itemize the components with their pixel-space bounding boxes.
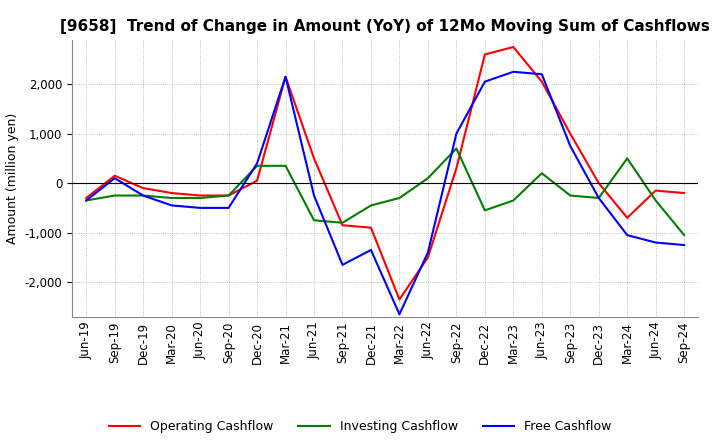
Free Cashflow bbox=[310, 193, 318, 198]
Operating Cashflow bbox=[423, 255, 432, 260]
Investing Cashflow bbox=[623, 156, 631, 161]
Investing Cashflow bbox=[566, 193, 575, 198]
Operating Cashflow bbox=[282, 74, 290, 79]
Investing Cashflow bbox=[537, 171, 546, 176]
Investing Cashflow bbox=[395, 195, 404, 201]
Free Cashflow bbox=[167, 203, 176, 208]
Operating Cashflow bbox=[480, 52, 489, 57]
Operating Cashflow bbox=[196, 193, 204, 198]
Y-axis label: Amount (million yen): Amount (million yen) bbox=[6, 113, 19, 244]
Free Cashflow bbox=[537, 72, 546, 77]
Free Cashflow bbox=[338, 262, 347, 268]
Free Cashflow bbox=[480, 79, 489, 84]
Free Cashflow bbox=[566, 143, 575, 149]
Investing Cashflow bbox=[366, 203, 375, 208]
Free Cashflow bbox=[282, 74, 290, 79]
Free Cashflow bbox=[225, 205, 233, 210]
Free Cashflow bbox=[139, 193, 148, 198]
Investing Cashflow bbox=[253, 163, 261, 169]
Investing Cashflow bbox=[338, 220, 347, 225]
Title: [9658]  Trend of Change in Amount (YoY) of 12Mo Moving Sum of Cashflows: [9658] Trend of Change in Amount (YoY) o… bbox=[60, 19, 710, 34]
Investing Cashflow bbox=[509, 198, 518, 203]
Investing Cashflow bbox=[595, 195, 603, 201]
Investing Cashflow bbox=[196, 195, 204, 201]
Free Cashflow bbox=[366, 247, 375, 253]
Investing Cashflow bbox=[110, 193, 119, 198]
Free Cashflow bbox=[623, 232, 631, 238]
Line: Free Cashflow: Free Cashflow bbox=[86, 72, 684, 314]
Operating Cashflow bbox=[537, 79, 546, 84]
Operating Cashflow bbox=[253, 178, 261, 183]
Investing Cashflow bbox=[652, 198, 660, 203]
Operating Cashflow bbox=[110, 173, 119, 178]
Operating Cashflow bbox=[566, 131, 575, 136]
Operating Cashflow bbox=[680, 191, 688, 196]
Free Cashflow bbox=[452, 131, 461, 136]
Line: Investing Cashflow: Investing Cashflow bbox=[86, 148, 684, 235]
Free Cashflow bbox=[253, 161, 261, 166]
Free Cashflow bbox=[110, 176, 119, 181]
Operating Cashflow bbox=[452, 165, 461, 171]
Line: Operating Cashflow: Operating Cashflow bbox=[86, 47, 684, 300]
Operating Cashflow bbox=[652, 188, 660, 193]
Operating Cashflow bbox=[595, 180, 603, 186]
Investing Cashflow bbox=[225, 193, 233, 198]
Free Cashflow bbox=[395, 312, 404, 317]
Operating Cashflow bbox=[366, 225, 375, 230]
Free Cashflow bbox=[82, 198, 91, 203]
Operating Cashflow bbox=[509, 44, 518, 50]
Investing Cashflow bbox=[139, 193, 148, 198]
Investing Cashflow bbox=[282, 163, 290, 169]
Investing Cashflow bbox=[680, 232, 688, 238]
Operating Cashflow bbox=[82, 195, 91, 201]
Operating Cashflow bbox=[395, 297, 404, 302]
Investing Cashflow bbox=[167, 195, 176, 201]
Legend: Operating Cashflow, Investing Cashflow, Free Cashflow: Operating Cashflow, Investing Cashflow, … bbox=[104, 415, 616, 438]
Free Cashflow bbox=[680, 242, 688, 248]
Investing Cashflow bbox=[480, 208, 489, 213]
Operating Cashflow bbox=[167, 191, 176, 196]
Free Cashflow bbox=[509, 69, 518, 74]
Operating Cashflow bbox=[225, 193, 233, 198]
Free Cashflow bbox=[423, 250, 432, 255]
Investing Cashflow bbox=[82, 198, 91, 203]
Free Cashflow bbox=[196, 205, 204, 210]
Investing Cashflow bbox=[423, 176, 432, 181]
Investing Cashflow bbox=[310, 218, 318, 223]
Operating Cashflow bbox=[310, 156, 318, 161]
Free Cashflow bbox=[595, 195, 603, 201]
Operating Cashflow bbox=[139, 185, 148, 191]
Operating Cashflow bbox=[338, 223, 347, 228]
Free Cashflow bbox=[652, 240, 660, 245]
Investing Cashflow bbox=[452, 146, 461, 151]
Operating Cashflow bbox=[623, 215, 631, 220]
